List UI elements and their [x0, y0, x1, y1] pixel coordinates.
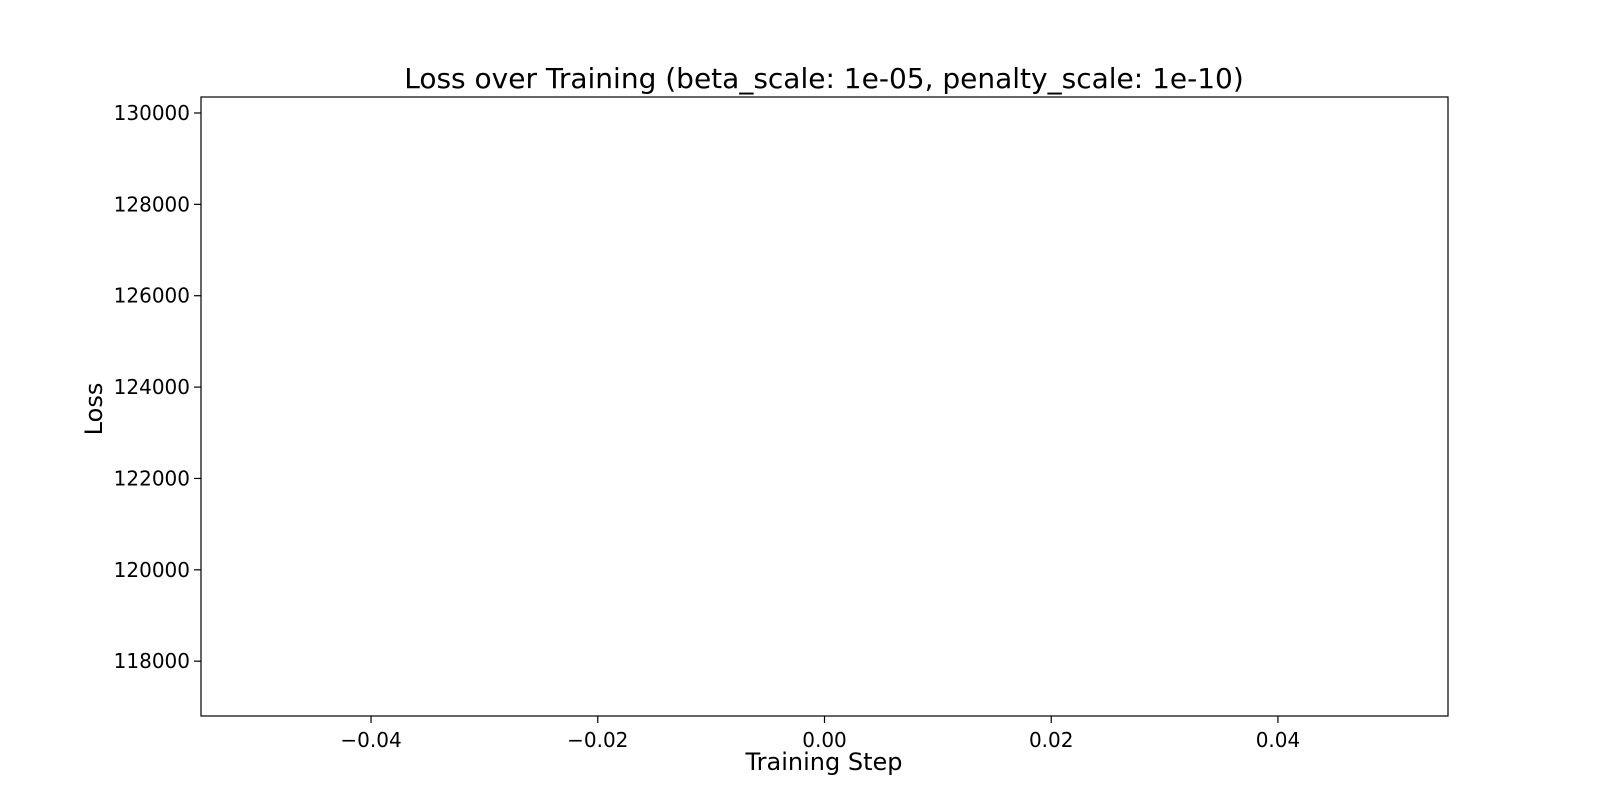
y-tick-label: 122000	[114, 466, 190, 490]
x-tick-label: −0.02	[567, 728, 628, 752]
x-tick-label: −0.04	[340, 728, 401, 752]
x-tick-label: 0.00	[802, 728, 847, 752]
y-tick-label: 118000	[114, 649, 190, 673]
y-tick-label: 124000	[114, 375, 190, 399]
y-tick-label: 130000	[114, 101, 190, 125]
chart-title: Loss over Training (beta_scale: 1e-05, p…	[404, 62, 1244, 95]
y-tick-label: 120000	[114, 558, 190, 582]
x-axis-ticks: −0.04 −0.02 0.00 0.02 0.04	[340, 716, 1300, 752]
y-axis-ticks: 118000 120000 122000 124000 126000 128000 1300…	[114, 101, 201, 673]
x-tick-label: 0.04	[1256, 728, 1301, 752]
y-tick-label: 126000	[114, 284, 190, 308]
x-tick-label: 0.02	[1029, 728, 1074, 752]
y-axis-label: Loss	[80, 383, 108, 436]
y-tick-label: 128000	[114, 192, 190, 216]
x-axis-label: Training Step	[745, 748, 903, 776]
plot-area-frame	[200, 96, 1449, 717]
